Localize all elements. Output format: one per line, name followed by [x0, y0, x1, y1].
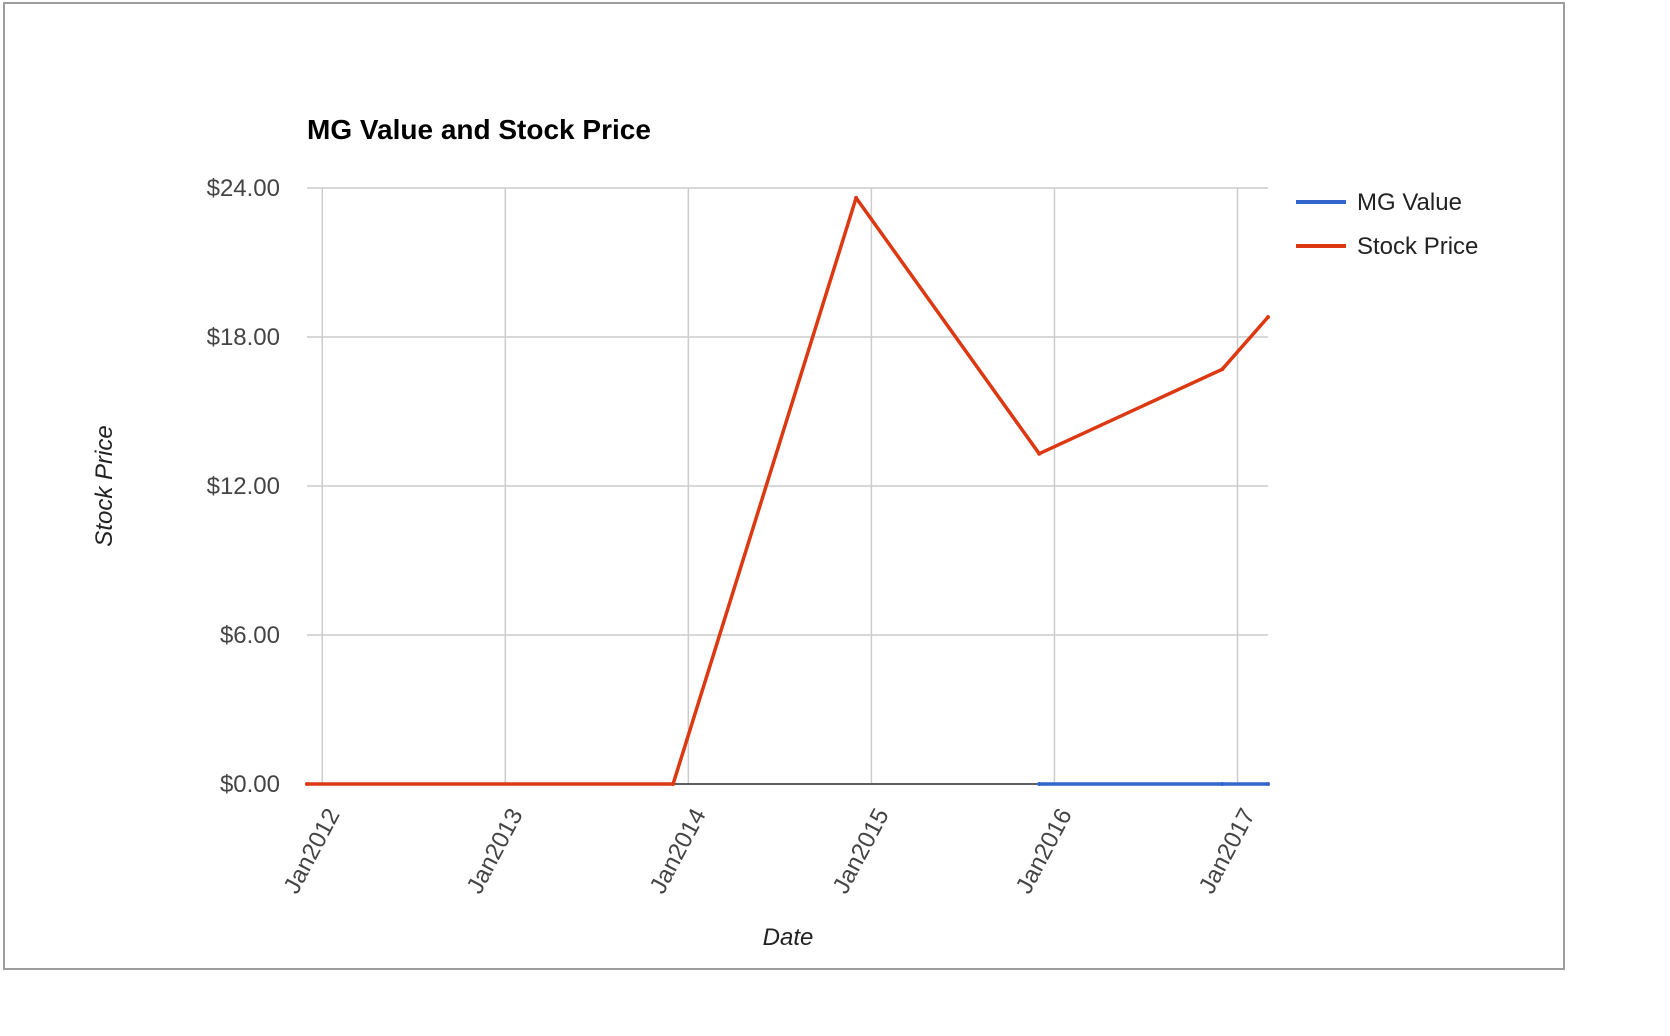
legend-label: MG Value [1357, 189, 1462, 216]
data-point [1266, 782, 1270, 786]
data-point [1037, 782, 1042, 786]
chart-title: MG Value and Stock Price [307, 114, 651, 145]
data-point [1266, 315, 1270, 320]
y-axis-ticks: $0.00 $6.00 $12.00 $18.00 $24.00 [207, 175, 280, 798]
series-lines [305, 195, 1270, 786]
data-point [1037, 451, 1042, 456]
legend: MG Value Stock Price [1296, 189, 1478, 260]
y-tick-label: $18.00 [207, 324, 280, 351]
data-point [305, 782, 309, 786]
x-axis-title: Date [763, 924, 814, 951]
y-axis-title: Stock Price [91, 425, 118, 546]
series-line-stock-price [305, 196, 1270, 786]
legend-label: Stock Price [1357, 233, 1478, 260]
y-tick-label: $12.00 [207, 473, 280, 500]
data-point [671, 782, 676, 786]
y-tick-label: $0.00 [220, 771, 280, 798]
y-tick-label: $24.00 [207, 175, 280, 202]
data-point [854, 195, 859, 200]
y-tick-label: $6.00 [220, 622, 280, 649]
data-point [1220, 782, 1225, 786]
data-point [1220, 367, 1225, 372]
